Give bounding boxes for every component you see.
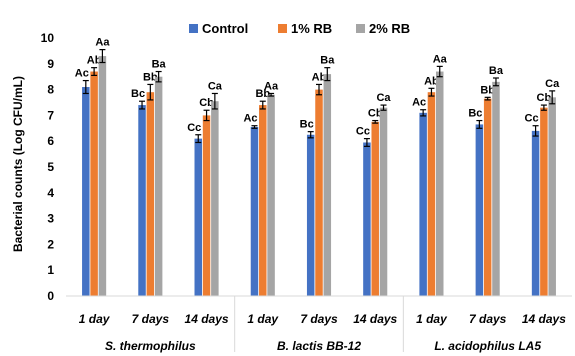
data-label: Ac	[243, 113, 257, 125]
x-group-label: B. lactis BB-12	[277, 339, 361, 353]
legend-swatch	[189, 24, 198, 33]
data-label: Cb	[368, 108, 383, 120]
bar	[323, 74, 332, 297]
y-tick-label: 4	[47, 186, 54, 200]
x-tick-label: 14 days	[353, 312, 397, 326]
data-label: Cc	[356, 126, 370, 138]
bar	[138, 105, 146, 296]
bar	[90, 71, 98, 296]
y-tick-label: 3	[47, 212, 54, 226]
bar	[483, 98, 492, 296]
data-label: Aa	[95, 37, 110, 49]
data-label: Ab	[312, 71, 327, 83]
data-label: Bb	[143, 71, 158, 83]
x-tick-label: 7 days	[132, 312, 170, 326]
y-tick-label: 1	[47, 263, 54, 277]
bar	[548, 97, 556, 296]
bar	[194, 138, 203, 296]
bar	[98, 56, 107, 297]
bar	[154, 76, 163, 296]
data-label: Bb	[255, 88, 270, 100]
legend-label: 1% RB	[291, 21, 332, 36]
x-tick-label: 1 day	[79, 312, 111, 326]
bar	[202, 115, 211, 297]
bar	[475, 124, 484, 297]
data-label: Aa	[433, 53, 448, 65]
x-axis: 1 day 7 days 14 days S. thermophilus 1 day 7 …	[66, 295, 572, 353]
x-group-label: S. thermophilus	[105, 339, 196, 353]
data-label: Cb	[199, 97, 214, 109]
data-label: Ca	[208, 80, 223, 92]
y-axis-label: Bacterial counts (Log CFU/mL)	[11, 76, 25, 252]
x-tick-label: 7 days	[469, 312, 507, 326]
data-label: Ac	[412, 97, 426, 109]
y-tick-label: 10	[41, 31, 55, 45]
bar	[540, 107, 548, 296]
bar	[267, 94, 275, 296]
bar	[435, 71, 444, 296]
data-label: Aa	[264, 80, 279, 92]
data-label: Ab	[87, 55, 102, 67]
bar	[379, 107, 388, 296]
data-label: Ba	[152, 59, 167, 71]
x-tick-label: 14 days	[185, 312, 229, 326]
bar	[371, 121, 379, 296]
bar	[363, 142, 371, 296]
bar	[146, 92, 155, 297]
data-label: Ac	[75, 68, 89, 80]
data-label: Bb	[480, 84, 495, 96]
legend-label: Control	[202, 21, 248, 36]
y-tick-label: 7	[47, 108, 54, 122]
chart-legend: Control 1% RB 2% RB	[189, 21, 410, 36]
bar	[306, 134, 315, 296]
x-tick-label: 14 days	[522, 312, 566, 326]
x-group-label: L. acidophilus LA5	[434, 339, 541, 353]
data-label: Ab	[424, 75, 439, 87]
x-tick-label: 7 days	[300, 312, 338, 326]
bar	[531, 130, 540, 296]
data-label: Ba	[320, 55, 335, 67]
data-label: Ca	[545, 78, 560, 90]
legend-swatch	[278, 24, 287, 33]
bar	[419, 112, 427, 296]
bar	[427, 92, 436, 297]
data-label: Cc	[525, 113, 539, 125]
data-label: Bc	[131, 88, 145, 100]
y-tick-label: 9	[47, 57, 54, 71]
x-tick-label: 1 day	[416, 312, 448, 326]
bar	[315, 89, 323, 296]
y-tick-label: 6	[47, 134, 54, 148]
y-tick-label: 2	[47, 237, 54, 251]
y-axis: 0 1 2 3 4 5 6 7 8 9 10	[41, 31, 55, 303]
data-label: Ca	[376, 92, 391, 104]
bar	[259, 105, 267, 296]
data-label: Bc	[300, 119, 314, 131]
data-label: Cb	[537, 92, 552, 104]
y-tick-label: 0	[47, 289, 54, 303]
legend-label: 2% RB	[369, 21, 410, 36]
legend-swatch	[356, 24, 365, 33]
data-label: Ba	[489, 65, 504, 77]
bar	[82, 87, 90, 297]
data-label: Cc	[187, 122, 201, 134]
y-tick-label: 8	[47, 83, 54, 97]
bar	[492, 81, 500, 296]
bar	[250, 127, 259, 296]
data-label: Bc	[468, 108, 482, 120]
y-tick-label: 5	[47, 160, 54, 174]
x-tick-label: 1 day	[247, 312, 279, 326]
bar	[211, 101, 219, 297]
